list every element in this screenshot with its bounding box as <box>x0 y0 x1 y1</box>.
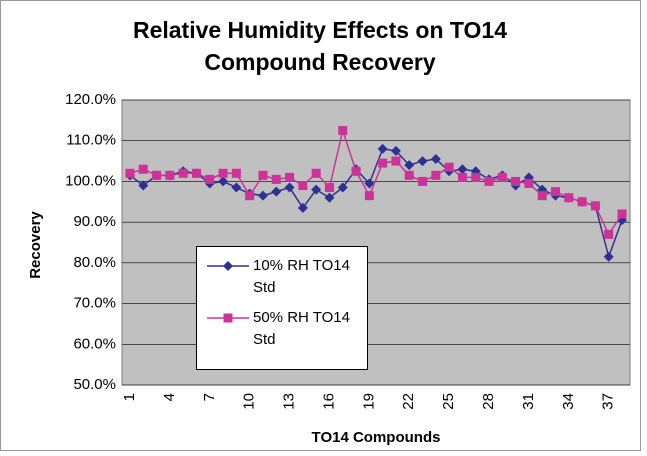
point <box>218 168 228 178</box>
y-tick-label: 80.0% <box>73 254 116 271</box>
point <box>231 168 241 178</box>
point <box>391 156 401 166</box>
point <box>417 156 428 167</box>
y-tick-label: 60.0% <box>73 335 116 352</box>
chart-title: Relative Humidity Effects on TO14 Compou… <box>132 17 508 75</box>
point <box>324 192 335 203</box>
point <box>245 191 255 201</box>
point <box>258 170 268 180</box>
point <box>444 162 454 172</box>
legend-label: 50% RH TO14 Std <box>253 309 350 348</box>
point <box>590 201 600 211</box>
point <box>524 178 534 188</box>
point <box>311 168 321 178</box>
point <box>617 209 627 219</box>
y-axis-title: Recovery <box>27 211 44 279</box>
point <box>457 172 467 182</box>
point <box>297 202 308 213</box>
x-tick-label: 4 <box>161 393 178 401</box>
point <box>404 170 414 180</box>
x-tick-label: 16 <box>320 393 337 410</box>
frame <box>0 0 641 451</box>
point <box>191 168 201 178</box>
x-tick-label: 31 <box>520 393 537 410</box>
legend-item: 50% RH TO14 Std <box>203 307 361 351</box>
point <box>165 170 175 180</box>
point <box>378 158 388 168</box>
point <box>338 126 348 136</box>
x-tick-label: 28 <box>480 393 497 410</box>
y-tick-label: 110.0% <box>66 132 116 149</box>
point <box>311 184 322 195</box>
point <box>351 166 361 176</box>
legend-swatch <box>207 313 249 323</box>
point <box>497 172 507 182</box>
point <box>457 164 468 175</box>
point <box>298 181 308 190</box>
legend-swatch <box>207 261 249 271</box>
legend-item: 10% RH TO14 Std <box>203 255 361 299</box>
point <box>577 197 587 207</box>
x-tick-label: 37 <box>600 393 617 410</box>
point <box>125 168 135 178</box>
legend-marker <box>223 261 233 271</box>
y-tick-label: 120.0% <box>65 91 116 108</box>
point <box>178 168 188 178</box>
legend-label: 10% RH TO14 Std <box>253 257 350 296</box>
point <box>271 174 281 184</box>
point <box>471 172 481 182</box>
legend: 10% RH TO14 Std 50% RH TO14 Std <box>196 246 368 370</box>
x-tick-label: 7 <box>201 393 218 401</box>
x-tick-label: 34 <box>560 393 577 410</box>
point <box>404 160 415 171</box>
x-tick-label: 1 <box>121 393 138 401</box>
point <box>285 172 295 182</box>
point <box>430 154 441 165</box>
y-tick-label: 70.0% <box>73 295 116 312</box>
point <box>324 183 334 193</box>
point <box>418 176 428 186</box>
point <box>511 176 521 186</box>
x-tick-label: 22 <box>400 393 417 410</box>
point <box>551 187 561 197</box>
point <box>604 229 614 239</box>
x-tick-label: 10 <box>241 393 258 410</box>
point <box>603 251 614 262</box>
point <box>152 170 162 180</box>
point <box>284 182 295 193</box>
x-axis-title: TO14 Compounds <box>312 429 441 446</box>
point <box>205 174 215 184</box>
y-tick-label: 90.0% <box>73 213 116 230</box>
y-tick-label: 100.0% <box>65 172 116 189</box>
point <box>390 145 401 156</box>
point <box>364 191 374 201</box>
x-tick-label: 25 <box>440 393 457 410</box>
y-tick-label: 50.0% <box>73 376 116 393</box>
point <box>257 190 268 201</box>
point <box>364 178 375 189</box>
point <box>564 193 574 203</box>
point <box>537 191 547 201</box>
point <box>218 176 229 187</box>
point <box>484 176 494 186</box>
point <box>271 186 282 197</box>
point <box>138 180 149 191</box>
point <box>337 182 348 193</box>
point <box>431 170 441 180</box>
point <box>231 182 242 193</box>
legend-marker <box>223 313 233 323</box>
point <box>377 143 388 154</box>
point <box>138 164 148 174</box>
x-tick-label: 13 <box>281 393 298 410</box>
x-tick-label: 19 <box>360 393 377 410</box>
